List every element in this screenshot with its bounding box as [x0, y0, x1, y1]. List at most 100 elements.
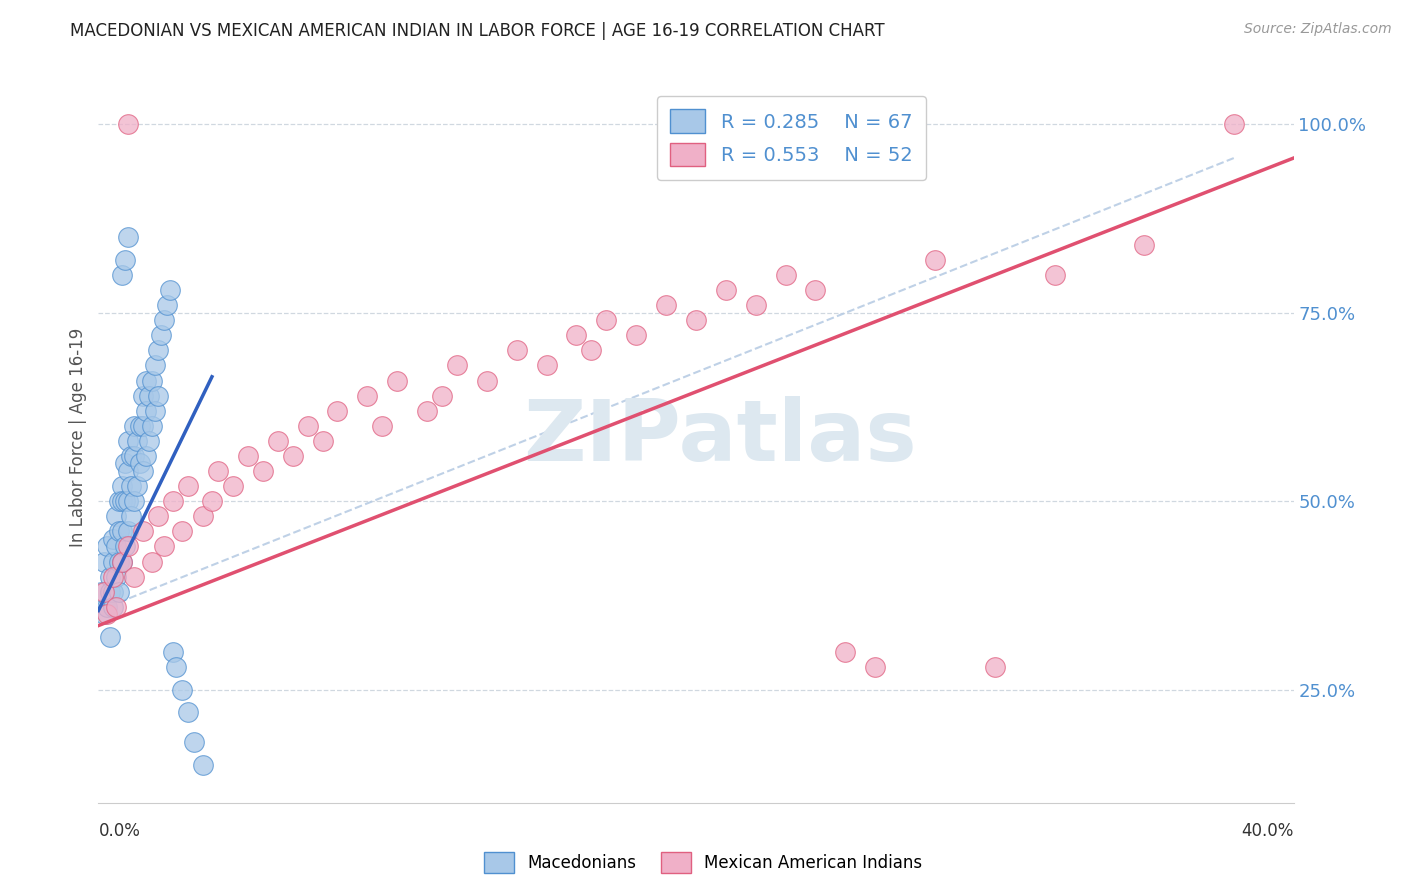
- Point: [141, 418, 163, 433]
- Point: [148, 343, 170, 358]
- Point: [127, 434, 149, 448]
- Point: [626, 328, 648, 343]
- Point: [1133, 237, 1156, 252]
- Point: [834, 645, 856, 659]
- Point: [111, 554, 134, 568]
- Point: [565, 328, 588, 343]
- Point: [201, 494, 224, 508]
- Point: [536, 359, 558, 373]
- Point: [105, 540, 128, 554]
- Point: [124, 569, 146, 583]
- Point: [1043, 268, 1066, 282]
- Point: [108, 584, 131, 599]
- Point: [745, 298, 768, 312]
- Point: [129, 418, 152, 433]
- Point: [111, 494, 134, 508]
- Point: [1223, 117, 1246, 131]
- Point: [159, 283, 181, 297]
- Point: [103, 599, 125, 614]
- Point: [108, 524, 131, 539]
- Point: [117, 494, 139, 508]
- Point: [281, 449, 304, 463]
- Point: [103, 532, 125, 546]
- Point: [98, 630, 122, 644]
- Point: [183, 735, 205, 749]
- Point: [124, 449, 146, 463]
- Point: [984, 660, 1007, 674]
- Point: [162, 494, 184, 508]
- Point: [148, 509, 170, 524]
- Point: [191, 758, 214, 772]
- Point: [356, 389, 378, 403]
- Point: [148, 389, 170, 403]
- Point: [236, 449, 259, 463]
- Point: [120, 449, 142, 463]
- Point: [506, 343, 529, 358]
- Point: [141, 554, 163, 568]
- Point: [311, 434, 333, 448]
- Point: [117, 434, 139, 448]
- Point: [153, 540, 176, 554]
- Point: [111, 554, 134, 568]
- Point: [98, 569, 122, 583]
- Text: 40.0%: 40.0%: [1241, 822, 1294, 839]
- Point: [865, 660, 887, 674]
- Y-axis label: In Labor Force | Age 16-19: In Labor Force | Age 16-19: [69, 327, 87, 547]
- Point: [103, 584, 125, 599]
- Point: [93, 554, 115, 568]
- Point: [143, 403, 166, 417]
- Text: ZIPatlas: ZIPatlas: [523, 395, 917, 479]
- Point: [98, 584, 122, 599]
- Point: [93, 607, 115, 622]
- Point: [117, 524, 139, 539]
- Point: [103, 554, 125, 568]
- Point: [172, 524, 194, 539]
- Point: [124, 494, 146, 508]
- Point: [475, 374, 498, 388]
- Point: [156, 298, 179, 312]
- Point: [416, 403, 439, 417]
- Point: [132, 418, 155, 433]
- Point: [96, 607, 118, 622]
- Legend: R = 0.285    N = 67, R = 0.553    N = 52: R = 0.285 N = 67, R = 0.553 N = 52: [657, 95, 927, 180]
- Text: 0.0%: 0.0%: [98, 822, 141, 839]
- Point: [120, 479, 142, 493]
- Point: [138, 389, 160, 403]
- Point: [135, 449, 157, 463]
- Point: [132, 524, 155, 539]
- Point: [595, 313, 617, 327]
- Point: [132, 389, 155, 403]
- Point: [162, 645, 184, 659]
- Point: [127, 479, 149, 493]
- Point: [267, 434, 290, 448]
- Point: [105, 599, 128, 614]
- Point: [114, 540, 136, 554]
- Point: [90, 584, 112, 599]
- Point: [177, 479, 200, 493]
- Point: [924, 252, 946, 267]
- Point: [135, 374, 157, 388]
- Point: [135, 403, 157, 417]
- Point: [326, 403, 349, 417]
- Point: [105, 569, 128, 583]
- Point: [252, 464, 274, 478]
- Point: [117, 117, 139, 131]
- Point: [141, 374, 163, 388]
- Point: [804, 283, 827, 297]
- Point: [191, 509, 214, 524]
- Point: [114, 252, 136, 267]
- Point: [114, 494, 136, 508]
- Point: [108, 554, 131, 568]
- Point: [132, 464, 155, 478]
- Point: [714, 283, 737, 297]
- Point: [111, 268, 134, 282]
- Point: [775, 268, 797, 282]
- Point: [150, 328, 173, 343]
- Point: [581, 343, 603, 358]
- Point: [117, 540, 139, 554]
- Point: [143, 359, 166, 373]
- Point: [297, 418, 319, 433]
- Point: [108, 494, 131, 508]
- Point: [129, 457, 152, 471]
- Point: [111, 524, 134, 539]
